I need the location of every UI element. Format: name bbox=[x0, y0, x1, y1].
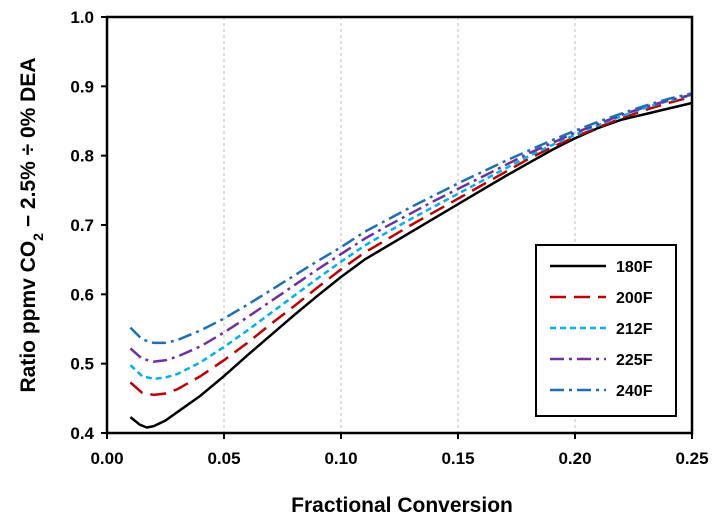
y-tick-label: 0.9 bbox=[70, 77, 94, 96]
series-line-240F bbox=[129, 92, 693, 345]
y-tick-label: 0.6 bbox=[70, 285, 94, 304]
series-layer bbox=[129, 92, 693, 429]
axis-ticks bbox=[101, 16, 693, 439]
legend-label-200F: 200F bbox=[616, 290, 653, 307]
legend-box bbox=[535, 244, 677, 417]
legend-label-225F: 225F bbox=[616, 352, 653, 369]
y-tick-label: 0.5 bbox=[70, 355, 94, 374]
y-axis-title-prefix: Ratio ppmv CO bbox=[17, 241, 40, 393]
x-axis-title: Fractional Conversion bbox=[291, 494, 513, 517]
y-tick-label: 0.4 bbox=[70, 424, 94, 443]
legend: 180F 200F 212F 225F 240F bbox=[535, 244, 677, 417]
series-line-225F bbox=[129, 93, 693, 363]
y-tick-label: 0.7 bbox=[70, 216, 94, 235]
y-tick-label: 0.8 bbox=[70, 147, 94, 166]
series-line-212F bbox=[129, 94, 693, 381]
x-tick-labels: 0.00 0.05 0.10 0.15 0.20 0.25 bbox=[90, 449, 708, 468]
legend-label-180F: 180F bbox=[616, 259, 653, 276]
y-tick-labels: 0.4 0.5 0.6 0.7 0.8 0.9 1.0 bbox=[70, 8, 94, 443]
series-line-200F bbox=[129, 95, 693, 397]
y-axis-title: Ratio ppmv CO2 − 2.5% ÷ 0% DEA bbox=[17, 57, 46, 392]
x-tick-label: 0.25 bbox=[675, 449, 708, 468]
x-tick-label: 0.15 bbox=[441, 449, 474, 468]
y-axis-title-subscript: 2 bbox=[30, 233, 46, 241]
x-tick-label: 0.05 bbox=[207, 449, 240, 468]
y-tick-label: 1.0 bbox=[70, 8, 94, 27]
x-tick-label: 0.10 bbox=[324, 449, 357, 468]
y-axis-title-suffix: − 2.5% ÷ 0% DEA bbox=[17, 57, 40, 233]
x-tick-label: 0.20 bbox=[558, 449, 591, 468]
legend-label-212F: 212F bbox=[616, 321, 653, 338]
x-tick-label: 0.00 bbox=[90, 449, 123, 468]
legend-label-240F: 240F bbox=[616, 383, 653, 400]
